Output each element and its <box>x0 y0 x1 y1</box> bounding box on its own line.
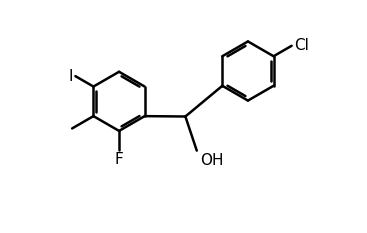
Text: OH: OH <box>200 153 223 168</box>
Text: I: I <box>69 69 73 84</box>
Text: Cl: Cl <box>294 38 309 53</box>
Text: F: F <box>115 152 123 167</box>
